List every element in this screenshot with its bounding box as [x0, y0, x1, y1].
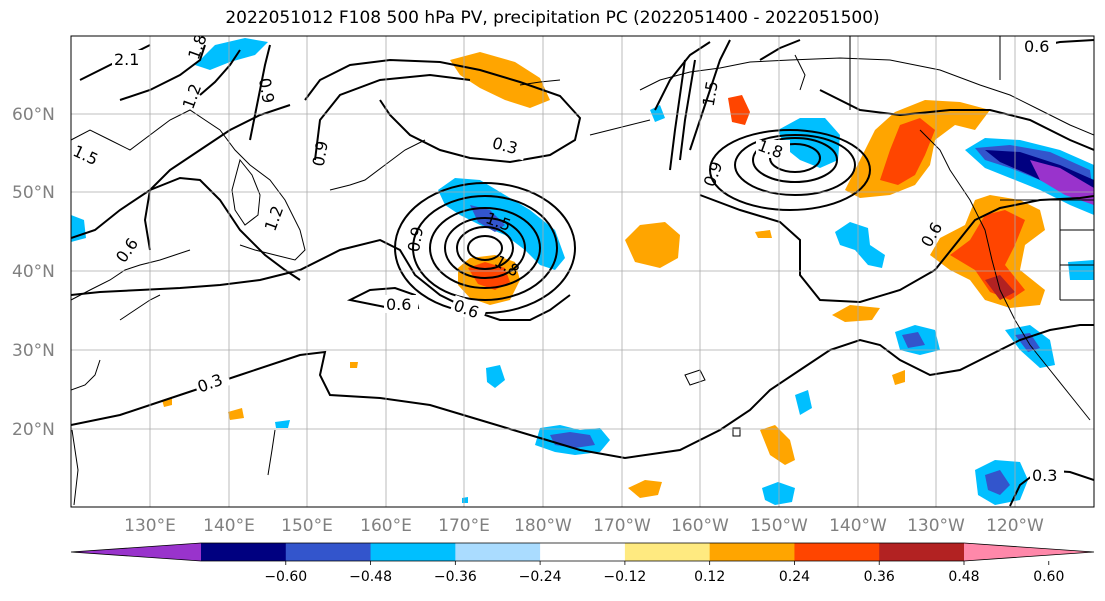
colorbar-segment: [455, 543, 541, 561]
contour-label: 0.6: [386, 295, 411, 314]
colorbar-tick-label: 0.36: [864, 569, 895, 585]
map-area: 2.1 1.8 1.2 0.9 1.5 1.2 0.6 0.9 0.3 1.5 …: [71, 36, 1094, 507]
colorbar-tick-label: 0.60: [1033, 569, 1064, 585]
lon-label: 120°W: [986, 516, 1044, 536]
grid: [71, 36, 1094, 507]
colorbar-tick-label: −0.36: [434, 569, 477, 585]
latitude-labels: 60°N 50°N 40°N 30°N 20°N: [12, 105, 55, 440]
colorbar-tick-label: −0.24: [519, 569, 562, 585]
colorbar-extend-low: [71, 543, 201, 561]
colorbar-segment: [879, 543, 965, 561]
lon-label: 170°W: [593, 516, 651, 536]
contour-label: 1.5: [699, 79, 722, 107]
colorbar-tick-label: −0.12: [603, 569, 646, 585]
lat-label: 20°N: [12, 420, 55, 440]
lon-label: 150°E: [281, 516, 333, 536]
contour-label: 0.9: [255, 76, 278, 104]
colorbar-segment: [540, 543, 626, 561]
lat-label: 40°N: [12, 262, 55, 282]
contour-label: 0.6: [1024, 37, 1049, 56]
map-frame: [70, 35, 1095, 508]
colorbar-tick-label: 0.48: [948, 569, 979, 585]
colorbar-tick-label: 0.12: [694, 569, 725, 585]
coastlines: [71, 36, 1094, 506]
colorbar-tick-label: 0.24: [779, 569, 810, 585]
colorbar-segment: [201, 543, 287, 561]
contour-label: 0.9: [404, 225, 427, 253]
colorbar-segment: [285, 543, 372, 561]
lat-label: 60°N: [12, 105, 55, 125]
lon-label: 140°W: [829, 516, 887, 536]
lon-label: 180°W: [514, 516, 572, 536]
lon-label: 130°E: [124, 516, 176, 536]
contour-label: 0.3: [1032, 466, 1057, 485]
longitude-labels: 130°E 140°E 150°E 160°E 170°E 180°W 170°…: [124, 516, 1044, 536]
lat-label: 30°N: [12, 341, 55, 361]
lon-label: 150°W: [750, 516, 808, 536]
colorbar-segment: [624, 543, 711, 561]
colorbar-segment: [709, 543, 795, 561]
contour-label: 2.1: [114, 50, 139, 69]
figure-title: 2022051012 F108 500 hPa PV, precipitatio…: [225, 8, 880, 28]
colorbar-extend-high: [964, 543, 1094, 561]
lon-label: 160°E: [360, 516, 412, 536]
colorbar-tick-label: −0.48: [349, 569, 392, 585]
contour-label: 0.9: [309, 139, 332, 167]
colorbar-segment: [370, 543, 456, 561]
colorbar-segment: [794, 543, 880, 561]
lon-label: 140°E: [203, 516, 255, 536]
lon-label: 160°W: [671, 516, 729, 536]
colorbar: −0.60 −0.48 −0.36 −0.24 −0.12 0.12 0.24 0.36 0.4…: [70, 542, 1095, 585]
lat-label: 50°N: [12, 183, 55, 203]
lon-label: 130°W: [907, 516, 965, 536]
colorbar-outline: [70, 542, 1095, 562]
colorbar-tick-label: −0.60: [264, 569, 307, 585]
lon-label: 170°E: [438, 516, 490, 536]
